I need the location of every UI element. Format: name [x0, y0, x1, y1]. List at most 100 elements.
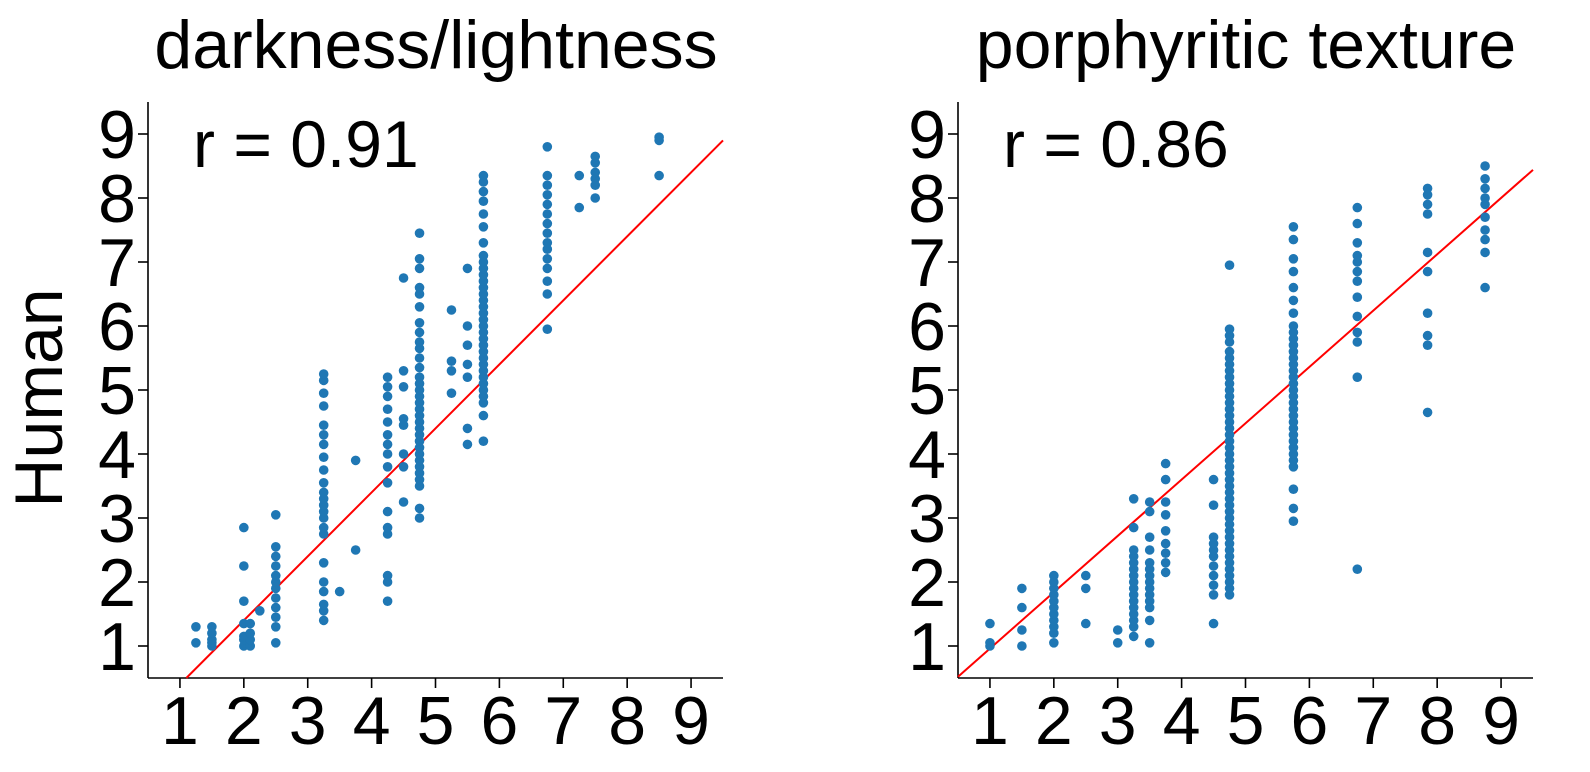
scatter-point — [1160, 567, 1171, 578]
scatter-point — [1017, 625, 1027, 635]
scatter-point — [382, 506, 393, 517]
scatter-point — [542, 238, 553, 248]
y-tick-label: 2 — [908, 545, 946, 621]
scatter-point — [1208, 618, 1219, 629]
scatter-point — [318, 401, 329, 411]
scatter-point — [1128, 522, 1139, 533]
scatter-point — [542, 276, 553, 287]
scatter-point — [1144, 615, 1155, 626]
chart-title: porphyritic texture — [976, 7, 1516, 83]
scatter-point — [1112, 638, 1123, 648]
scatter-point — [1160, 526, 1171, 536]
scatter-points — [191, 132, 664, 651]
scatter-point — [239, 561, 249, 571]
scatter-point — [1480, 193, 1490, 203]
scatter-point — [1480, 225, 1490, 235]
scatter-point — [414, 282, 425, 293]
scatter-point — [1422, 330, 1433, 341]
y-tick-label: 9 — [98, 97, 136, 173]
scatter-point — [318, 577, 329, 587]
scatter-point — [382, 439, 393, 450]
scatter-point — [654, 170, 664, 181]
scatter-point — [398, 273, 409, 283]
scatter-point — [1049, 638, 1059, 648]
scatter-point — [985, 618, 995, 629]
scatter-point — [334, 586, 345, 597]
x-tick-label: 6 — [480, 683, 518, 759]
y-tick-label: 6 — [908, 289, 946, 365]
scatter-point — [1422, 199, 1433, 210]
scatter-point — [382, 478, 393, 488]
scatter-point — [462, 423, 473, 434]
scatter-point — [478, 250, 489, 261]
scatter-point — [542, 253, 553, 264]
y-tick-label: 3 — [908, 481, 946, 557]
scatter-point — [318, 599, 329, 610]
scatter-point — [1160, 558, 1171, 568]
scatter-point — [542, 142, 553, 152]
scatter-point — [1017, 583, 1027, 594]
scatter-point — [318, 478, 329, 488]
scatter-point — [462, 340, 473, 351]
scatter-point — [382, 570, 393, 581]
scatter-point — [255, 606, 265, 616]
scatter-point — [1208, 532, 1219, 542]
scatter-point — [318, 586, 329, 597]
scatter-point — [270, 612, 281, 622]
scatter-point — [1080, 618, 1091, 629]
scatter-point — [270, 638, 281, 648]
scatter-point — [1352, 238, 1363, 248]
scatter-point — [1080, 583, 1091, 594]
scatter-point — [318, 388, 329, 399]
scatter-point — [478, 196, 489, 206]
scatter-point — [462, 439, 473, 450]
scatter-point — [1422, 308, 1433, 319]
scatter-point — [1288, 266, 1299, 277]
scatter-point — [446, 388, 457, 399]
scatter-point — [270, 551, 281, 562]
scatter-point — [414, 228, 425, 238]
x-tick-label: 8 — [1418, 683, 1456, 759]
scatter-point — [1288, 308, 1299, 319]
x-tick-label: 7 — [544, 683, 582, 759]
y-tick-label: 8 — [98, 161, 136, 237]
scatter-point — [542, 289, 553, 299]
scatter-point — [245, 618, 256, 629]
regression-line — [185, 139, 724, 679]
scatter-point — [414, 302, 425, 312]
x-tick-label: 6 — [1290, 683, 1328, 759]
scatter-point — [590, 167, 601, 178]
scatter-point — [1480, 174, 1490, 184]
panel-porphyritic-texture: porphyritic texture r = 0.86 1 2 3 4 5 6 7 8 912… — [908, 7, 1534, 759]
scatter-point — [270, 593, 281, 603]
scatter-point — [382, 382, 393, 392]
scatter-point — [446, 356, 457, 367]
scatter-point — [398, 497, 409, 507]
x-tick-label: 4 — [1163, 683, 1201, 759]
scatter-point — [542, 218, 553, 229]
scatter-point — [590, 151, 601, 162]
scatter-point — [1422, 340, 1433, 351]
scatter-point — [462, 263, 473, 274]
scatter-point — [590, 193, 601, 203]
scatter-point — [414, 372, 425, 383]
scatter-point — [1144, 506, 1155, 517]
x-tick-label: 3 — [1099, 683, 1137, 759]
scatter-point — [1160, 538, 1171, 549]
scatter-point — [542, 180, 553, 190]
scatter-point — [318, 465, 329, 475]
x-tick-label: 4 — [353, 683, 391, 759]
scatter-point — [1422, 209, 1433, 219]
scatter-point — [318, 369, 329, 379]
scatter-point — [414, 353, 425, 363]
correlation-annotation: r = 0.86 — [1003, 107, 1229, 181]
scatter-point — [1352, 372, 1363, 383]
scatter-point — [1288, 282, 1299, 293]
scatter-point — [462, 321, 473, 331]
scatter-point — [542, 199, 553, 210]
scatter-point — [1422, 266, 1433, 277]
scatter-point — [1288, 222, 1299, 232]
scatter-point — [270, 542, 281, 552]
scatter-point — [1160, 548, 1171, 558]
